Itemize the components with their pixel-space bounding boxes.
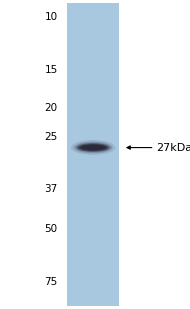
Text: 75: 75 xyxy=(44,277,58,287)
Text: 37: 37 xyxy=(44,184,58,194)
Text: 15: 15 xyxy=(44,65,58,75)
Ellipse shape xyxy=(79,144,107,151)
Bar xyxy=(67,3,119,306)
Text: 27kDa: 27kDa xyxy=(156,142,190,153)
Text: 25: 25 xyxy=(44,133,58,142)
Ellipse shape xyxy=(74,142,112,153)
Text: 10: 10 xyxy=(45,12,58,22)
Ellipse shape xyxy=(71,140,115,155)
Text: 20: 20 xyxy=(45,103,58,113)
Ellipse shape xyxy=(77,143,110,152)
Ellipse shape xyxy=(82,145,105,150)
Text: 50: 50 xyxy=(45,224,58,234)
